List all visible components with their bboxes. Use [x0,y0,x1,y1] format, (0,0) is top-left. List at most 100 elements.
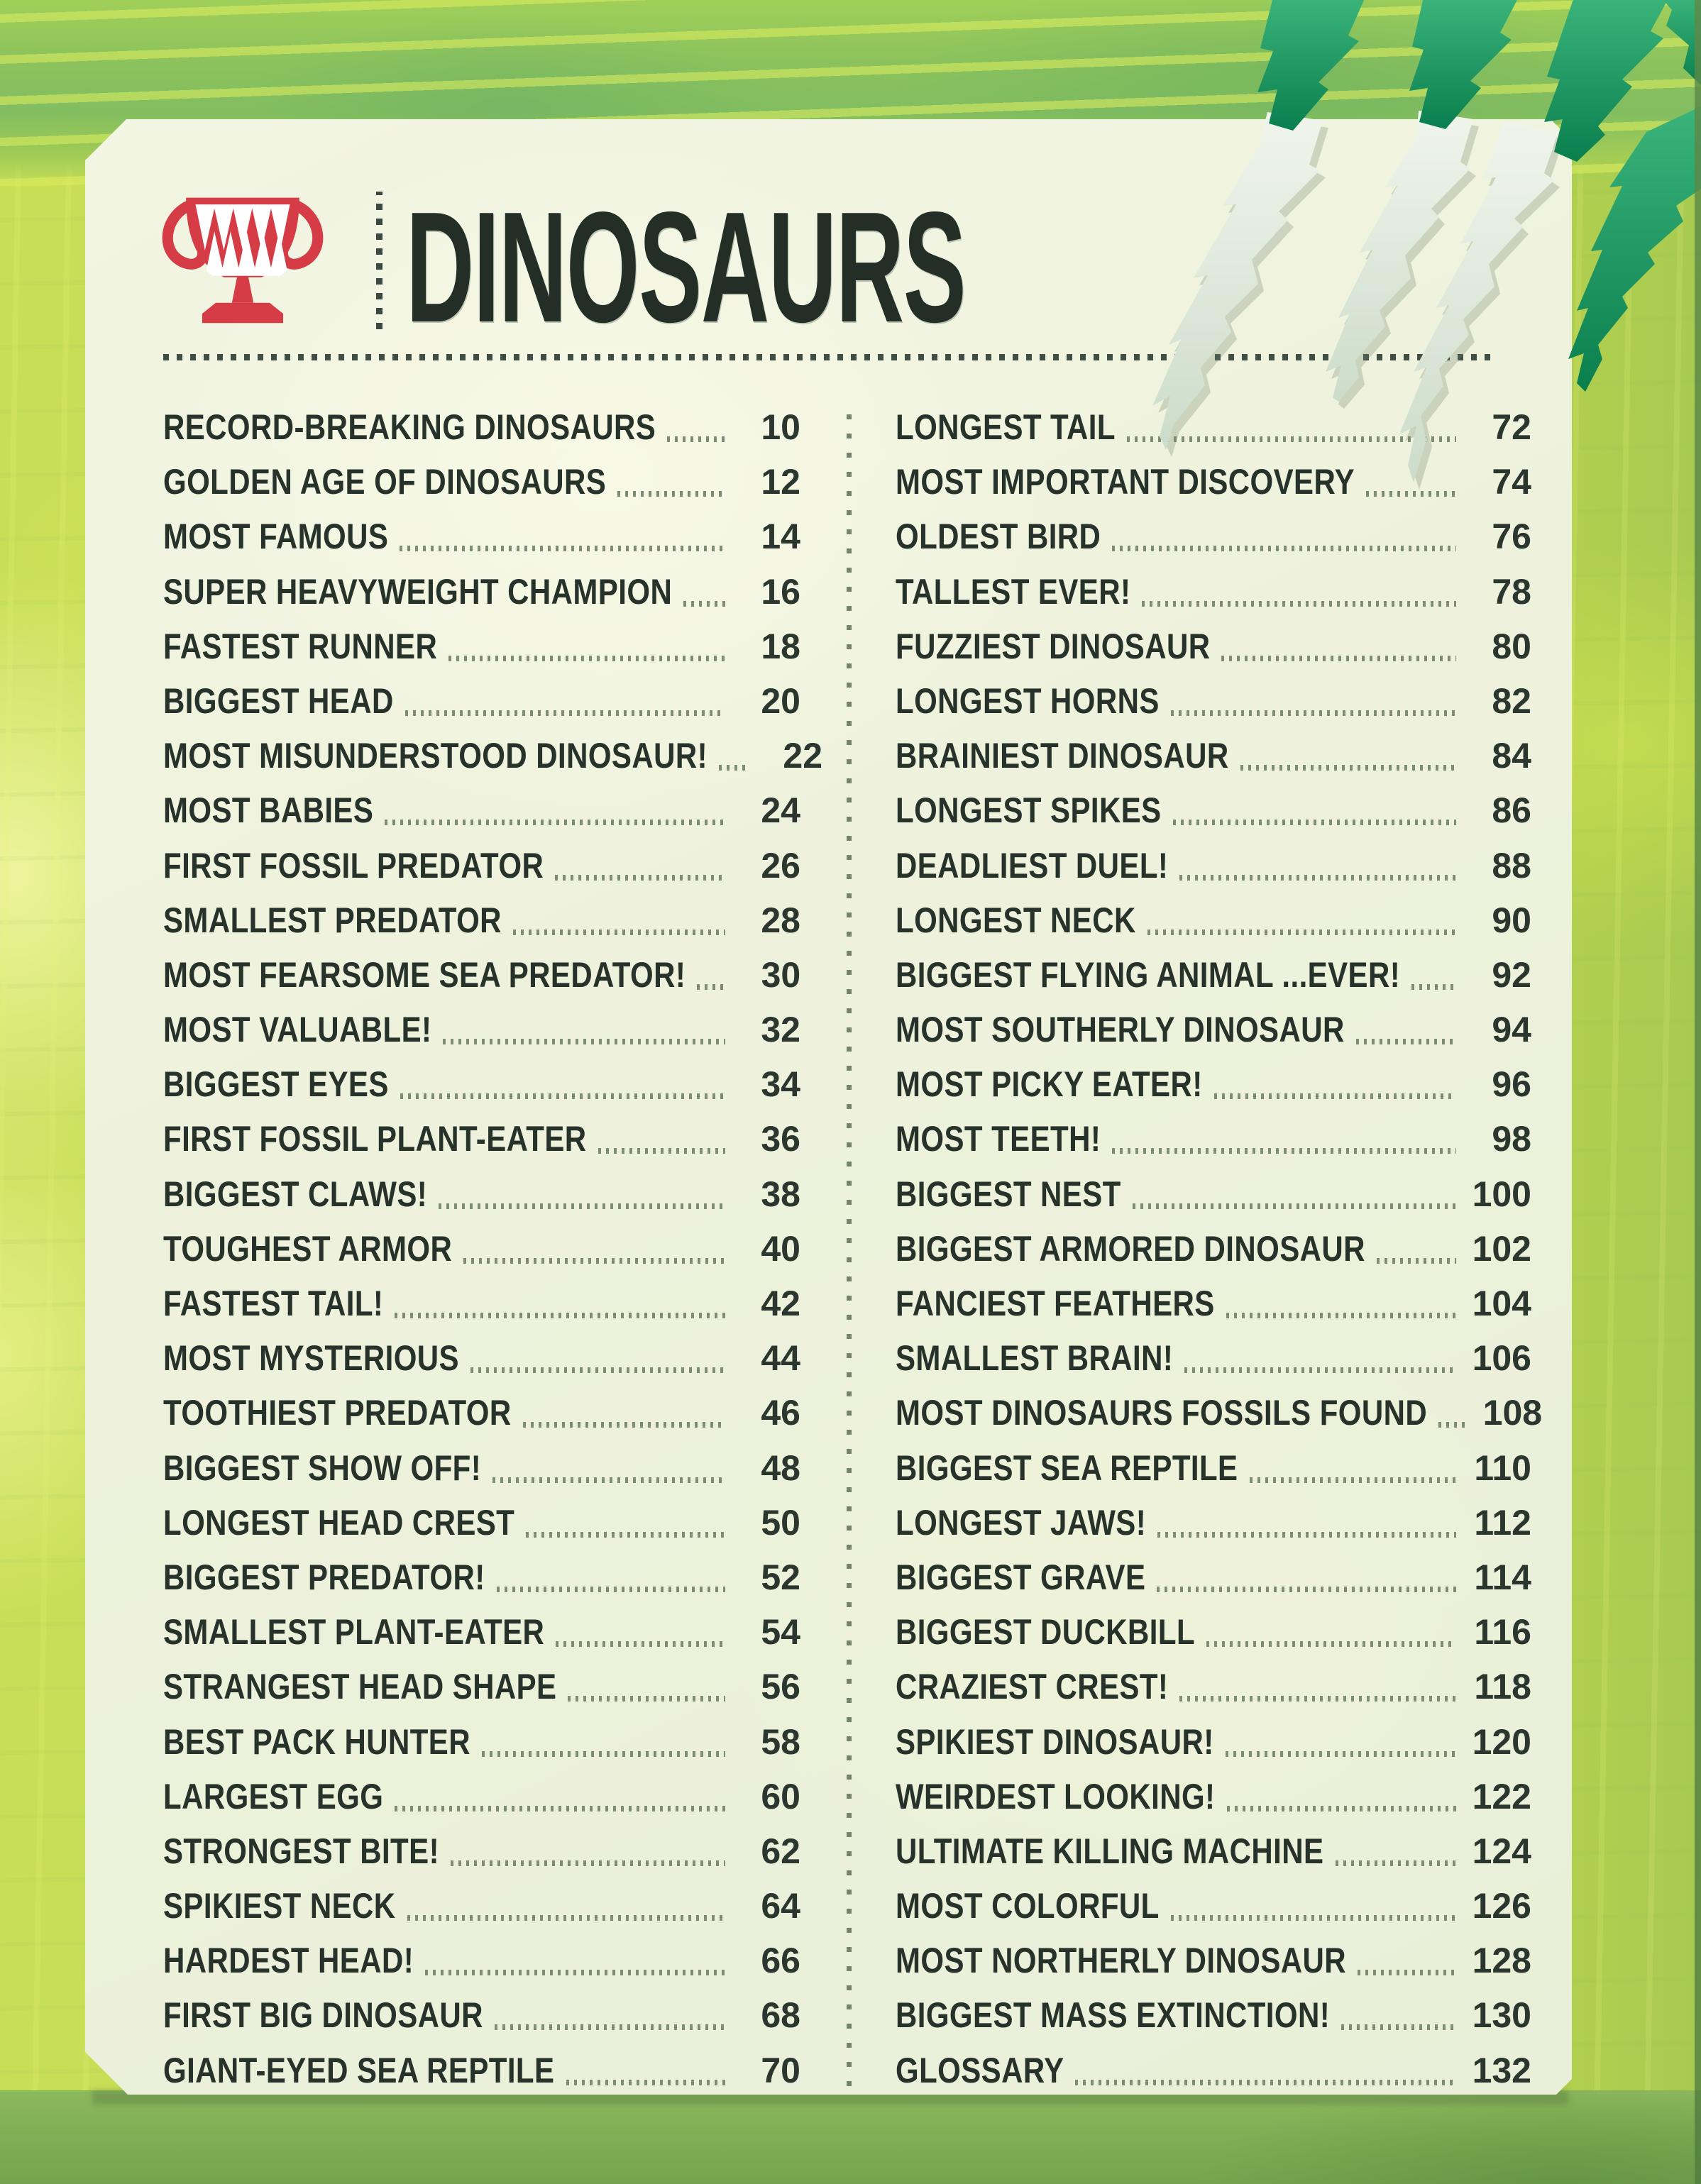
toc-row: FASTEST RUNNER 18 [163,627,800,664]
toc-page-number: 52 [761,1557,800,1597]
toc-entry-title: GLOSSARY [896,2050,1064,2090]
toc-row: BIGGEST CLAWS! 38 [163,1175,800,1212]
toc-page-number: 28 [761,900,800,940]
toc-page-number: 112 [1474,1502,1531,1543]
toc-entry-title: MOST FEARSOME SEA PREDATOR! [163,954,686,995]
toc-page-number: 86 [1492,790,1531,831]
toc-entry-title: SPIKIEST NECK [163,1886,396,1926]
toc-entry-title: LARGEST EGG [163,1776,384,1816]
toc-page-number: 122 [1472,1776,1531,1816]
toc-entry-title: MOST IMPORTANT DISCOVERY [896,462,1355,502]
toc-entry-title: MOST COLORFUL [896,1886,1160,1926]
toc-row: TOOTHIEST PREDATOR 46 [163,1394,800,1430]
toc-page-number: 84 [1492,736,1531,776]
toc-row: BIGGEST SHOW OFF! 48 [163,1449,800,1486]
toc-entry-title: FIRST FOSSIL PREDATOR [163,845,544,886]
toc-page-number: 34 [761,1064,800,1105]
toc-entry-title: WEIRDEST LOOKING! [896,1776,1216,1816]
toc-page-number: 106 [1472,1338,1531,1379]
toc-page-number: 30 [761,954,801,995]
toc-row: SUPER HEAVYWEIGHT CHAMPION 16 [163,573,800,610]
toc-entry-title: BIGGEST SEA REPTILE [896,1447,1238,1488]
toc-entry-title: BEST PACK HUNTER [163,1721,470,1762]
dotted-leader [1157,1532,1456,1538]
toc-entry-title: BIGGEST MASS EXTINCTION! [896,1995,1331,2036]
dotted-leader [1127,436,1456,442]
dotted-leader [1411,984,1456,990]
toc-row: MOST NORTHERLY DINOSAUR 128 [896,1941,1531,1978]
dotted-leader [443,1039,725,1044]
dotted-leader [1214,1093,1456,1099]
toc-page-number: 120 [1472,1721,1531,1762]
toc-row: BIGGEST EYES 34 [163,1065,800,1102]
toc-entry-title: CRAZIEST CREST! [896,1667,1169,1707]
dotted-leader [1133,1203,1456,1209]
scan-edge-shadow [1695,0,1701,2184]
toc-entry-title: SUPER HEAVYWEIGHT CHAMPION [163,571,673,612]
toc-row: TALLEST EVER! 78 [896,573,1531,610]
toc-row: MOST SOUTHERLY DINOSAUR 94 [896,1010,1531,1047]
toc-page-number: 98 [1492,1119,1531,1159]
toc-row: DEADLIEST DUEL! 88 [896,846,1531,883]
toc-page-number: 42 [761,1284,800,1323]
toc-row: OLDEST BIRD 76 [896,517,1531,554]
toc-page-number: 80 [1492,626,1531,666]
dotted-leader [1112,1148,1456,1154]
dotted-leader [556,1641,725,1647]
toc-entry-title: BIGGEST DUCKBILL [896,1612,1196,1653]
page-title: DINOSAURS [406,180,966,355]
dotted-leader [395,1806,725,1811]
dotted-leader [400,546,725,551]
column-divider-dots [847,404,852,2086]
toc-entry-title: BIGGEST NEST [896,1174,1121,1214]
toc-entry-title: FUZZIEST DINOSAUR [896,626,1211,666]
dotted-leader [407,1915,725,1921]
dotted-leader [617,491,725,497]
toc-page-number: 16 [761,571,800,612]
toc-entry-title: LONGEST SPIKES [896,790,1162,831]
toc-row: BIGGEST ARMORED DINOSAUR 102 [896,1230,1531,1267]
toc-row: MOST FEARSOME SEA PREDATOR! 30 [163,956,800,993]
toc-entry-title: LONGEST JAWS! [896,1502,1147,1543]
toc-page-number: 72 [1492,407,1531,447]
toc-row: MOST PICKY EATER! 96 [896,1065,1531,1102]
toc-page-number: 132 [1472,2050,1531,2090]
toc-row: BIGGEST MASS EXTINCTION! 130 [896,1996,1531,2033]
toc-paper-panel: DINOSAURS RECORD-BREAKING DINOSAURS 10 GOL… [85,119,1572,2095]
toc-page-number: 88 [1492,845,1531,886]
toc-row: BIGGEST DUCKBILL 116 [896,1613,1531,1650]
dotted-leader [568,1696,725,1702]
toc-entry-title: BIGGEST CLAWS! [163,1174,428,1214]
dotted-leader [1206,1641,1456,1647]
toc-row: MOST VALUABLE! 32 [163,1010,800,1047]
dotted-leader [1179,1696,1456,1702]
toc-row: FUZZIEST DINOSAUR 80 [896,627,1531,664]
toc-entry-title: BIGGEST SHOW OFF! [163,1447,482,1488]
dotted-leader [697,984,725,990]
dotted-leader [1075,2080,1456,2085]
dotted-leader [1226,1313,1456,1318]
dotted-leader [470,1367,725,1373]
toc-row: LARGEST EGG 60 [163,1777,800,1814]
toc-page-number: 66 [761,1941,800,1981]
toc-entry-title: BIGGEST GRAVE [896,1557,1146,1597]
dotted-leader [683,601,725,607]
toc-row: MOST BABIES 24 [163,791,800,828]
toc-row: ULTIMATE KILLING MACHINE 124 [896,1832,1531,1869]
toc-page-number: 128 [1472,1941,1531,1981]
dotted-leader [439,1203,725,1209]
dotted-leader [395,1313,725,1318]
toc-entry-title: MOST MYSTERIOUS [163,1338,459,1379]
toc-entry-title: SPIKIEST DINOSAUR! [896,1721,1214,1762]
toc-entry-title: MOST VALUABLE! [163,1010,432,1050]
dotted-leader [1438,1422,1467,1428]
toc-entry-title: SMALLEST PLANT-EATER [163,1612,545,1653]
toc-entry-title: FIRST FOSSIL PLANT-EATER [163,1119,587,1159]
toc-entry-title: SMALLEST BRAIN! [896,1338,1174,1379]
toc-row: BIGGEST NEST 100 [896,1175,1531,1212]
toc-page-number: 114 [1474,1557,1531,1597]
dotted-leader [1341,2024,1456,2030]
dotted-leader [1336,1860,1456,1866]
toc-page-number: 58 [761,1721,800,1762]
toc-row: MOST COLORFUL 126 [896,1887,1531,1924]
